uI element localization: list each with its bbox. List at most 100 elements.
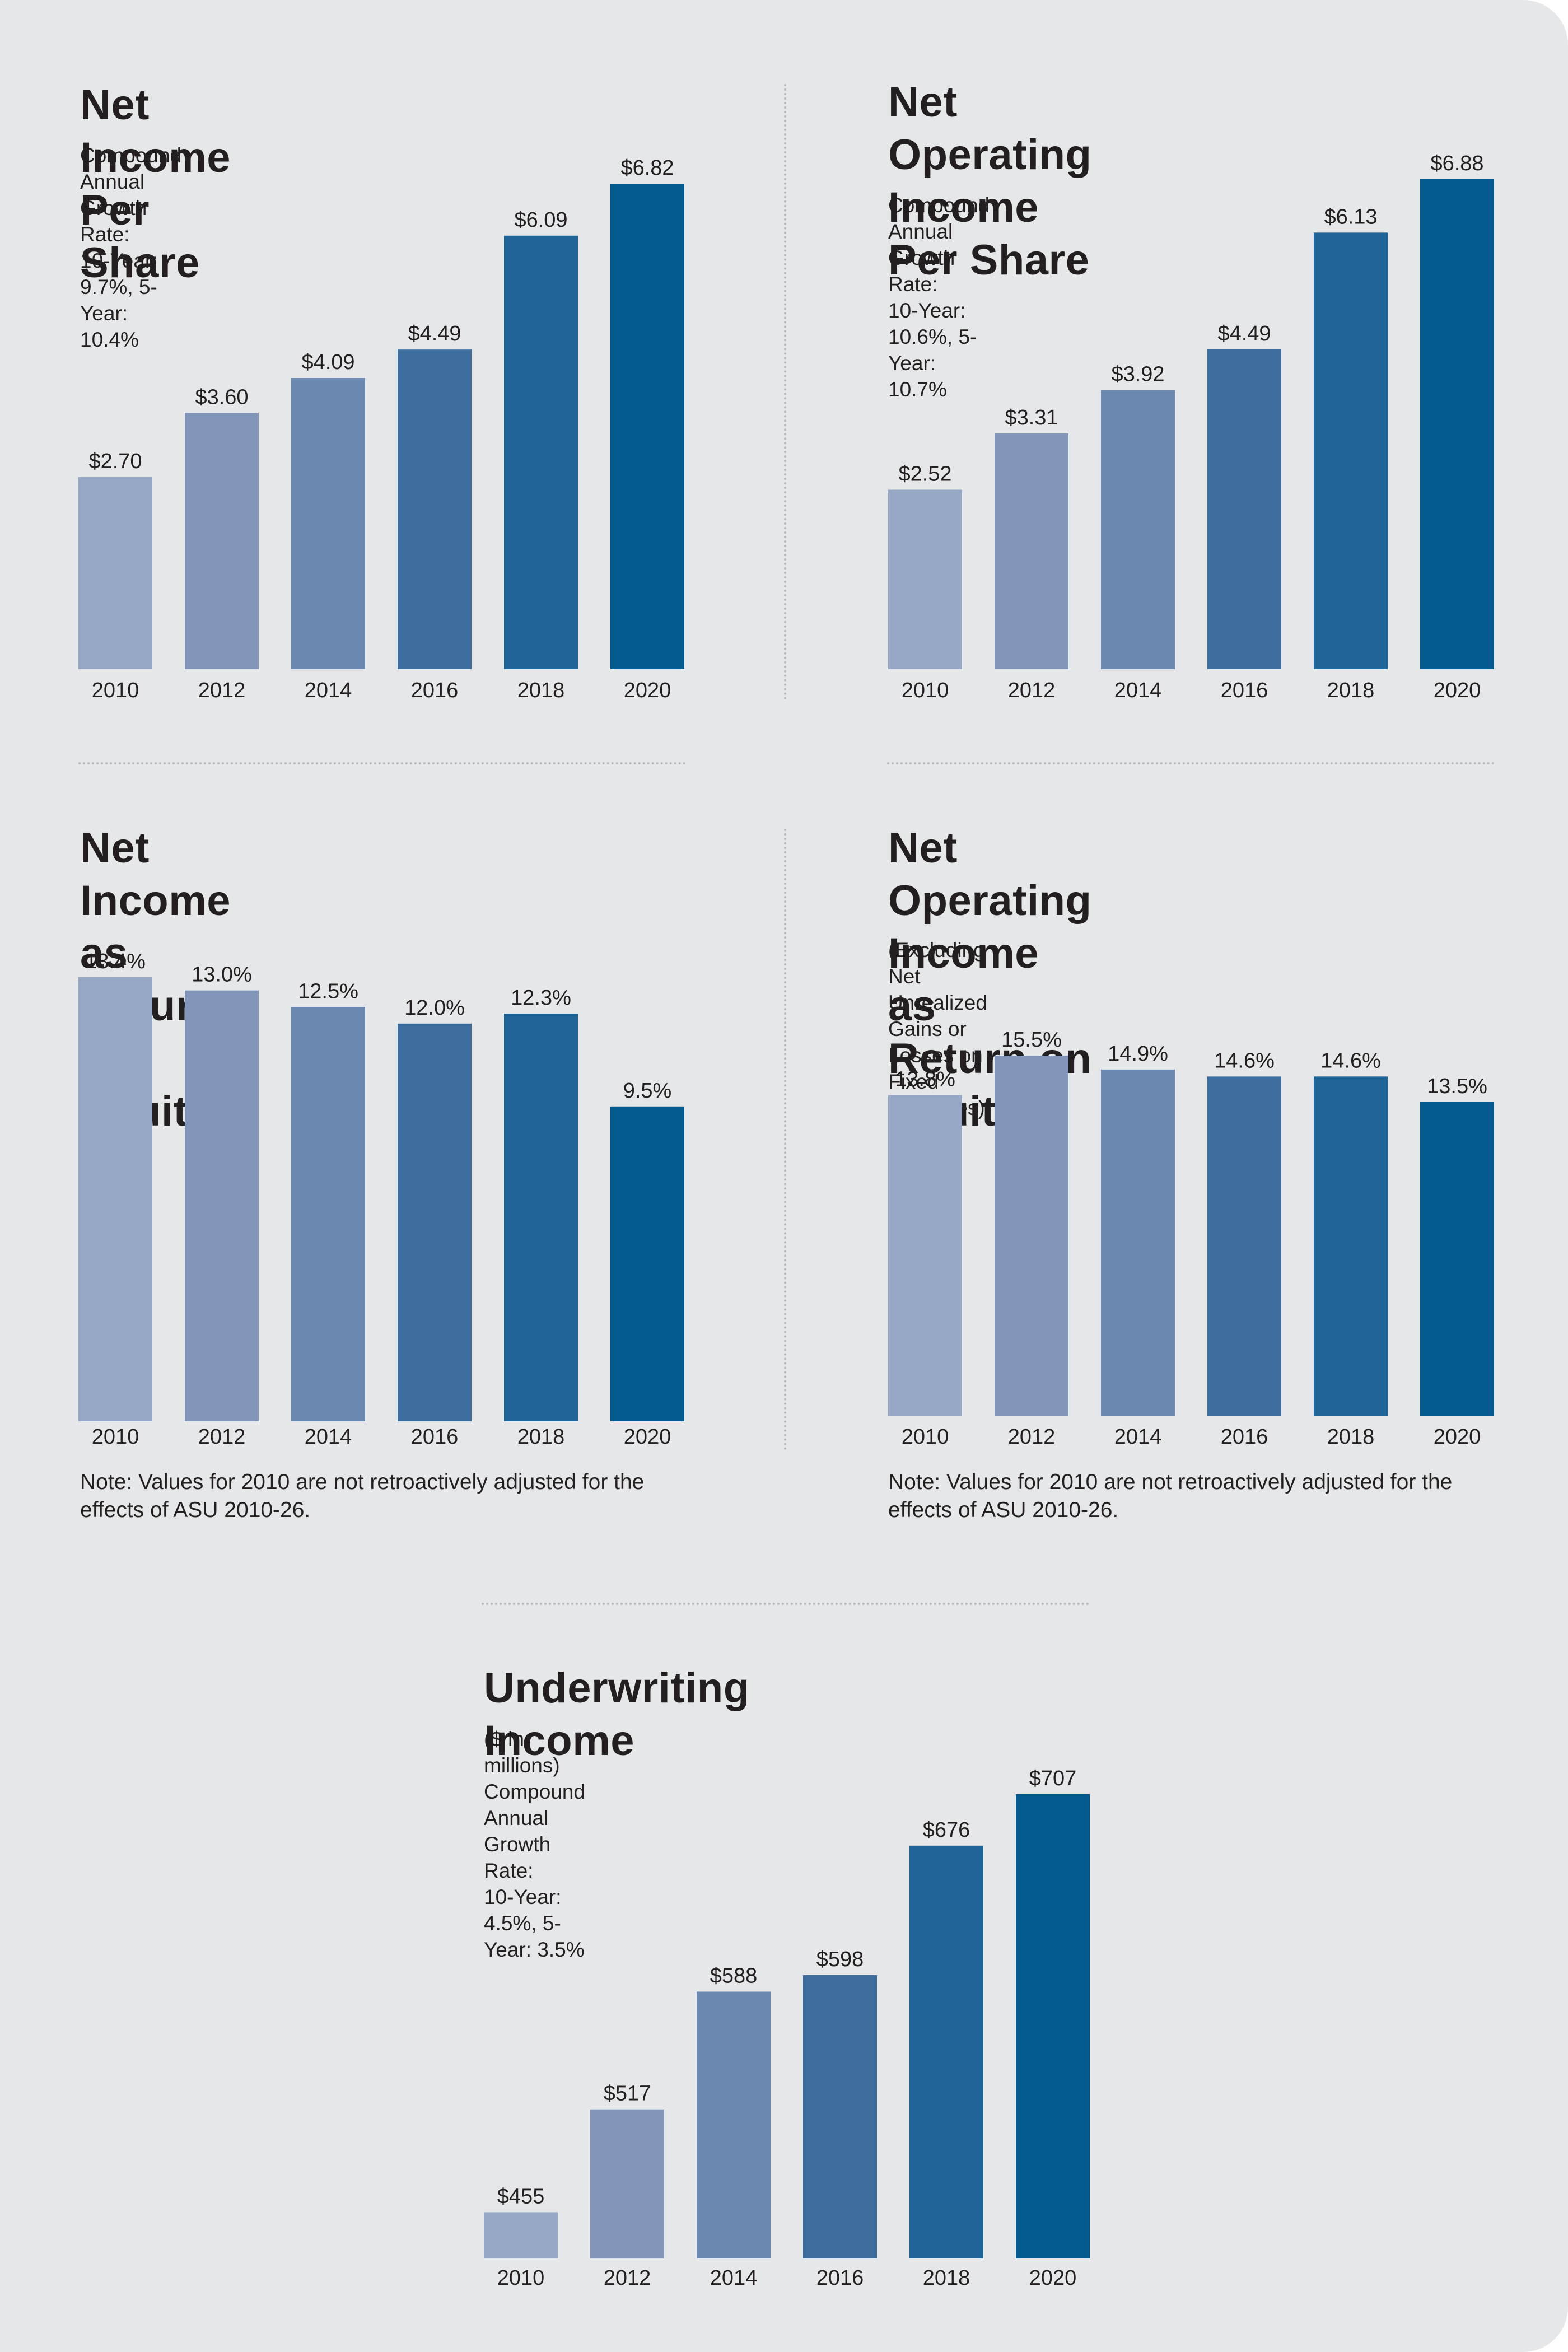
x-tick-2020: 2020 — [1434, 679, 1481, 702]
value-label-2018: 14.6% — [1320, 1049, 1381, 1072]
vertical-divider-middle — [784, 829, 786, 1450]
value-label-2010: $2.70 — [88, 450, 142, 473]
value-label-2014: 14.9% — [1108, 1042, 1168, 1066]
x-tick-2018: 2018 — [923, 2266, 970, 2290]
net-income-roe-chart: 13.4% 2010 13.0% 2012 12.5% 2014 12.0% 2016 12.3… — [78, 950, 684, 1449]
horizontal-divider-right — [887, 762, 1495, 764]
net-income-per-share-cagr: Compound Annual Growth Rate: 10-Year: 9.… — [80, 144, 182, 351]
x-tick-2012: 2012 — [198, 679, 246, 702]
x-tick-2020: 2020 — [1434, 1425, 1481, 1449]
bar-2020 — [610, 184, 684, 669]
x-tick-2010: 2010 — [902, 1425, 949, 1449]
value-label-2012: 15.5% — [1001, 1028, 1062, 1052]
x-tick-2012: 2012 — [1008, 1425, 1056, 1449]
bar-2016 — [803, 1975, 877, 2258]
bar-2018 — [1314, 1076, 1388, 1416]
x-tick-2014: 2014 — [1114, 1425, 1162, 1449]
value-label-2010: 13.8% — [895, 1068, 955, 1091]
bar-2016 — [1207, 1076, 1281, 1416]
x-tick-2016: 2016 — [816, 2266, 864, 2290]
value-label-2012: $517 — [604, 2082, 651, 2106]
bar-2014 — [697, 1991, 771, 2258]
value-label-2018: $6.13 — [1324, 205, 1377, 228]
value-label-2014: $588 — [710, 1964, 758, 1987]
horizontal-divider-bottom — [482, 1603, 1089, 1605]
x-tick-2018: 2018 — [1327, 1425, 1375, 1449]
vertical-divider-top — [784, 84, 786, 700]
value-label-2010: $455 — [497, 2185, 545, 2208]
x-tick-2018: 2018 — [517, 679, 565, 702]
net-operating-income-per-share-title: Net Operating Income Per Share — [888, 78, 1092, 284]
bar-2012 — [185, 990, 259, 1421]
underwriting-income-chart: $455 2010 $517 2012 $588 2014 $598 2016 $676 2018… — [484, 1767, 1090, 2290]
value-label-2020: $6.82 — [620, 156, 674, 180]
horizontal-divider-left — [78, 762, 686, 764]
net-income-per-share-title: Net Income Per Share — [80, 81, 231, 287]
value-label-2012: 13.0% — [192, 963, 252, 987]
net-income-per-share-chart: $2.70 2010 $3.60 2012 $4.09 2014 $4.49 2016 $6.0… — [78, 156, 684, 702]
x-tick-2020: 2020 — [624, 679, 671, 702]
value-label-2014: 12.5% — [298, 979, 358, 1003]
net-operating-income-per-share-chart: $2.52 2010 $3.31 2012 $3.92 2014 $4.49 2016 $6.1… — [888, 152, 1494, 702]
x-tick-2010: 2010 — [902, 679, 949, 702]
value-label-2016: $4.49 — [408, 322, 461, 346]
x-tick-2014: 2014 — [305, 679, 352, 702]
value-label-2014: $4.09 — [301, 351, 354, 374]
bar-2012 — [995, 433, 1068, 669]
x-tick-2010: 2010 — [92, 679, 139, 702]
value-label-2012: $3.31 — [1005, 406, 1058, 430]
value-label-2012: $3.60 — [195, 385, 248, 409]
net-income-roe-note: Note: Values for 2010 are not retroactiv… — [80, 1470, 645, 1522]
value-label-2010: $2.52 — [898, 463, 951, 486]
x-tick-2012: 2012 — [1008, 679, 1056, 702]
bar-2018 — [1314, 232, 1388, 669]
x-tick-2012: 2012 — [604, 2266, 651, 2290]
x-tick-2016: 2016 — [1221, 679, 1268, 702]
value-label-2020: $707 — [1029, 1767, 1077, 1790]
x-tick-2020: 2020 — [624, 1425, 671, 1449]
value-label-2018: 12.3% — [511, 986, 571, 1010]
bar-2014 — [291, 378, 365, 669]
value-label-2020: 13.5% — [1427, 1075, 1487, 1098]
bar-2020 — [1420, 179, 1494, 669]
bar-2012 — [995, 1056, 1068, 1416]
underwriting-income-subtitle: ($ in millions) Compound Annual Growth R… — [484, 1728, 586, 1961]
x-tick-2020: 2020 — [1029, 2266, 1077, 2290]
x-tick-2014: 2014 — [1114, 679, 1162, 702]
x-tick-2018: 2018 — [1327, 679, 1375, 702]
x-tick-2016: 2016 — [411, 679, 459, 702]
net-operating-income-roe-note: Note: Values for 2010 are not retroactiv… — [888, 1470, 1453, 1522]
x-tick-2014: 2014 — [710, 2266, 758, 2290]
value-label-2016: $4.49 — [1217, 322, 1271, 346]
x-tick-2018: 2018 — [517, 1425, 565, 1449]
value-label-2020: 9.5% — [623, 1079, 672, 1103]
bar-2016 — [398, 1023, 472, 1421]
net-operating-income-roe-chart: 13.8% 2010 15.5% 2012 14.9% 2014 14.6% 2016 14.6… — [888, 1028, 1494, 1449]
underwriting-income-title: Underwriting Income — [484, 1664, 750, 1765]
bar-2010 — [484, 2212, 558, 2258]
bar-2012 — [590, 2109, 664, 2258]
bar-2014 — [291, 1007, 365, 1421]
x-tick-2014: 2014 — [305, 1425, 352, 1449]
bar-2010 — [888, 489, 962, 669]
value-label-2010: 13.4% — [85, 950, 146, 973]
value-label-2018: $6.09 — [514, 208, 567, 232]
x-tick-2016: 2016 — [411, 1425, 459, 1449]
bar-2020 — [1016, 1794, 1090, 2258]
value-label-2014: $3.92 — [1111, 362, 1164, 386]
bar-2010 — [78, 477, 152, 669]
value-label-2016: $598 — [816, 1948, 864, 1971]
x-tick-2010: 2010 — [497, 2266, 545, 2290]
x-tick-2012: 2012 — [198, 1425, 246, 1449]
bar-2018 — [504, 235, 578, 669]
net-operating-income-per-share-cagr: Compound Annual Growth Rate: 10-Year: 10… — [888, 194, 990, 401]
x-tick-2016: 2016 — [1221, 1425, 1268, 1449]
bar-2014 — [1101, 1069, 1175, 1416]
bar-2010 — [888, 1095, 962, 1416]
bar-2016 — [1207, 349, 1281, 669]
value-label-2020: $6.88 — [1430, 152, 1483, 175]
x-tick-2010: 2010 — [92, 1425, 139, 1449]
value-label-2016: 12.0% — [404, 996, 465, 1020]
bar-2010 — [78, 977, 152, 1421]
